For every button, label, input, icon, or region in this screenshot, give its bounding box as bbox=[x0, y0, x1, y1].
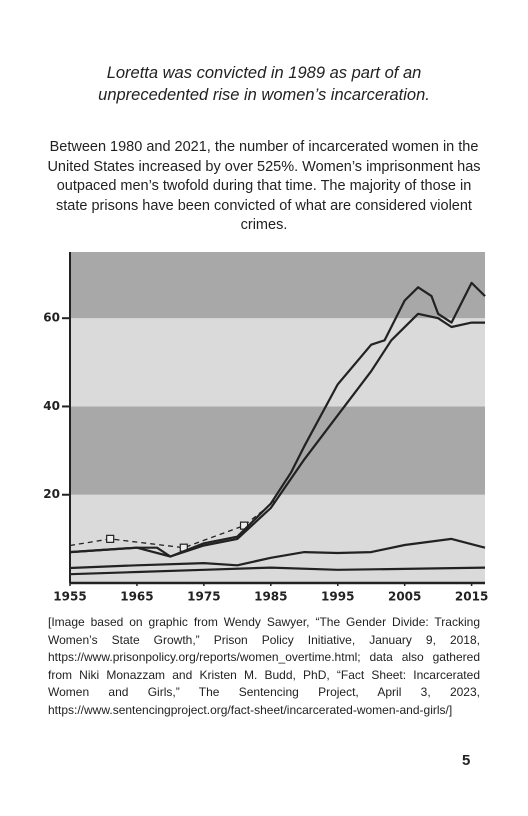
line-series bbox=[69, 537, 486, 570]
x-tick-label: 2005 bbox=[388, 590, 421, 604]
x-tick-label: 1995 bbox=[321, 590, 354, 604]
line-series bbox=[69, 281, 486, 558]
background-band bbox=[70, 494, 485, 583]
page-number: 5 bbox=[462, 752, 471, 769]
line-series bbox=[69, 566, 486, 576]
x-tick-label: 1955 bbox=[53, 590, 86, 604]
y-tick-label: 20 bbox=[43, 487, 60, 501]
background-band bbox=[70, 406, 485, 495]
y-tick-label: 40 bbox=[43, 399, 60, 413]
caption: [Image based on graphic from Wendy Sawye… bbox=[48, 615, 480, 717]
x-tick-label: 1975 bbox=[187, 590, 220, 604]
chart: 20 40 60 1955 1965 1975 1985 1995 2005 2015 bbox=[43, 252, 488, 604]
x-tick-label: 1985 bbox=[254, 590, 287, 604]
x-tick-label: 1965 bbox=[120, 590, 153, 604]
x-tick-label: 2015 bbox=[455, 590, 488, 604]
point-marker bbox=[106, 534, 115, 543]
line-series bbox=[69, 498, 278, 549]
body-text: Between 1980 and 2021, the number of inc… bbox=[47, 139, 481, 233]
background-band bbox=[70, 318, 485, 407]
background-band bbox=[70, 252, 485, 319]
y-tick-label: 60 bbox=[43, 311, 60, 325]
title: Loretta was convicted in 1989 as part of… bbox=[98, 64, 430, 104]
line-series bbox=[69, 312, 485, 558]
